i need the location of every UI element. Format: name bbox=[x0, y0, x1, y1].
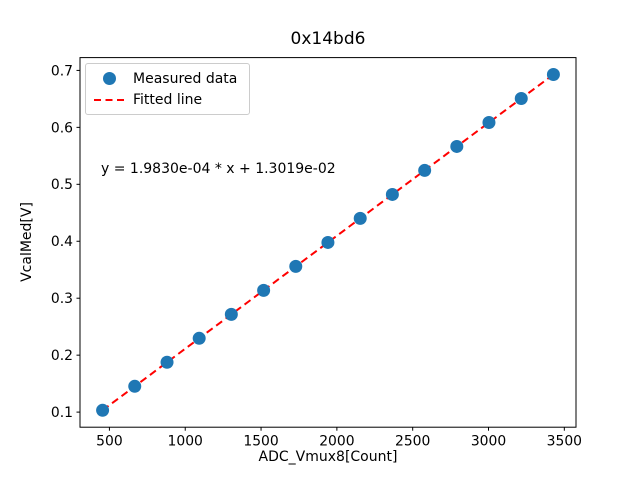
legend-item-fitted-line: Fitted line bbox=[94, 89, 237, 110]
data-point bbox=[450, 139, 464, 153]
data-point bbox=[353, 211, 367, 225]
x-tick-label: 500 bbox=[96, 433, 123, 449]
legend-label-measured-data: Measured data bbox=[133, 70, 238, 87]
y-tick-label: 0.7 bbox=[51, 63, 73, 79]
scatter-marker-icon bbox=[102, 72, 116, 85]
data-point bbox=[96, 403, 110, 417]
legend-handle bbox=[94, 72, 124, 85]
y-tick-label: 0.6 bbox=[51, 120, 73, 136]
y-tick-label: 0.3 bbox=[51, 291, 73, 307]
x-tick-label: 1500 bbox=[243, 433, 278, 449]
fit-equation-text: y = 1.9830e-04 * x + 1.3019e-02 bbox=[101, 161, 336, 177]
legend-item-measured-data: Measured data bbox=[94, 68, 237, 89]
data-point bbox=[482, 116, 496, 130]
legend-label-fitted-line: Fitted line bbox=[133, 91, 203, 108]
data-point bbox=[546, 68, 560, 82]
data-point bbox=[321, 235, 335, 249]
chart-title: 0x14bd6 bbox=[290, 29, 366, 49]
data-point bbox=[289, 259, 303, 273]
data-point bbox=[160, 355, 174, 369]
data-point bbox=[514, 91, 528, 105]
x-tick-label: 3000 bbox=[471, 433, 506, 449]
dashed-line-icon bbox=[94, 98, 124, 101]
x-tick-label: 3500 bbox=[547, 433, 582, 449]
x-tick-label: 2500 bbox=[395, 433, 430, 449]
axes-frame bbox=[79, 57, 577, 428]
data-point bbox=[418, 163, 432, 177]
x-tick-label: 2000 bbox=[319, 433, 354, 449]
data-point bbox=[385, 187, 399, 201]
legend: Measured data Fitted line bbox=[85, 63, 251, 115]
y-axis-label: VcalMed[V] bbox=[19, 202, 35, 282]
data-point bbox=[128, 379, 142, 393]
x-tick-label: 1000 bbox=[168, 433, 203, 449]
x-axis-label: ADC_Vmux8[Count] bbox=[258, 449, 398, 465]
data-point bbox=[257, 283, 271, 297]
y-tick-label: 0.2 bbox=[51, 348, 73, 364]
legend-handle bbox=[94, 98, 124, 101]
data-point bbox=[192, 331, 206, 345]
data-point bbox=[224, 307, 238, 321]
y-tick-label: 0.1 bbox=[51, 405, 73, 421]
y-tick-label: 0.4 bbox=[51, 234, 73, 250]
y-tick-label: 0.5 bbox=[51, 177, 73, 193]
